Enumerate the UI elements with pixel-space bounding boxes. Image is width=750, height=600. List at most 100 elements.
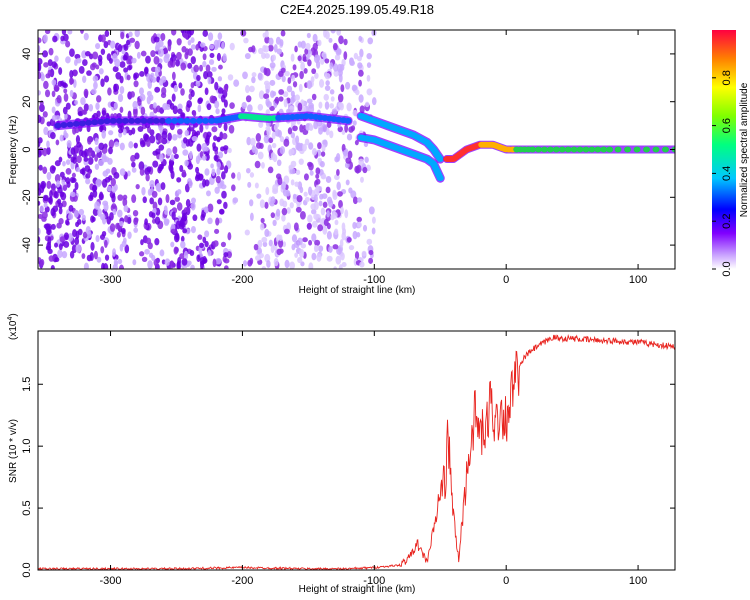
spectrogram-noise-dot: [352, 221, 357, 230]
spectrogram-noise-dot: [249, 257, 254, 265]
spectrogram-noise-dot: [47, 197, 53, 204]
spectrogram-noise-dot: [42, 147, 48, 157]
spectrogram-noise-dot: [119, 168, 126, 176]
spectrogram-noise-dot: [58, 243, 63, 251]
spectrogram-noise-dot: [38, 236, 41, 244]
colorbar-label: Normalized spectral amplitude: [739, 82, 750, 217]
spectrogram-noise-dot: [38, 149, 42, 158]
spectrogram-noise-dot: [300, 61, 306, 71]
spectrogram-noise-dot: [357, 62, 363, 69]
spectrogram-noise-dot: [219, 131, 224, 141]
spectrogram-noise-dot: [233, 79, 240, 87]
spectrogram-noise-dot: [154, 66, 161, 73]
spectrogram-noise-dot: [134, 40, 140, 50]
spectrogram-noise-dot: [281, 207, 288, 216]
spectrogram-noise-dot: [205, 64, 211, 73]
spectrogram-noise-dot: [132, 100, 138, 110]
spectrogram-noise-dot: [329, 103, 335, 109]
spectrogram-noise-dot: [124, 244, 130, 254]
spectrogram-trace-point: [85, 119, 93, 126]
spectrogram-noise-dot: [311, 208, 317, 215]
spectrogram-noise-dot: [120, 227, 126, 234]
spectrogram-noise-dot: [57, 249, 63, 259]
spectrogram-noise-dot: [78, 149, 84, 157]
spectrogram-noise-dot: [318, 101, 323, 109]
spectrogram-noise-dot: [287, 127, 293, 135]
snr-x-tick-label: -200: [231, 575, 253, 587]
spectrogram-noise-dot: [328, 37, 333, 43]
spectrogram-noise-dot: [174, 196, 180, 202]
spectrogram-noise-dot: [223, 201, 228, 210]
spectrogram-noise-dot: [62, 82, 68, 89]
spectrogram-noise-dot: [338, 264, 343, 269]
spectrogram-noise-dot: [295, 169, 301, 176]
spectrogram-noise-dot: [126, 64, 132, 71]
spectrogram-noise-dot: [79, 30, 84, 34]
spectrogram-noise-dot: [157, 197, 163, 206]
spectrogram-noise-dot: [97, 54, 103, 63]
spectrogram-trace-point: [643, 146, 651, 153]
spectrogram-noise-dot: [108, 139, 115, 149]
spectrogram-noise-dot: [136, 51, 141, 59]
spectrogram-noise-dot: [247, 181, 252, 188]
spectrogram-noise-dot: [144, 248, 150, 255]
spectrogram-noise-dot: [111, 186, 117, 193]
spectrogram-noise-dot: [281, 214, 286, 222]
spectrogram-noise-dot: [196, 143, 202, 152]
spectrogram-noise-dot: [199, 242, 204, 249]
spectrogram-noise-dot: [119, 106, 124, 113]
spectrogram-noise-dot: [190, 56, 196, 65]
spectrogram-noise-dot: [101, 178, 108, 188]
spectrogram-noise-dot: [63, 232, 70, 240]
spectrogram-noise-dot: [329, 62, 334, 70]
spectrogram-noise-dot: [139, 87, 144, 95]
spectrogram-noise-dot: [332, 42, 338, 51]
spectrogram-noise-dot: [42, 111, 48, 118]
spectrogram-noise-dot: [265, 186, 270, 196]
spectrogram-noise-dot: [244, 52, 251, 60]
spectrogram-noise-dot: [223, 265, 229, 269]
spectrogram-noise-dot: [341, 129, 346, 136]
spectrogram-noise-dot: [354, 140, 359, 146]
spectrogram-noise-dot: [48, 47, 54, 56]
spectrogram-noise-dot: [51, 79, 57, 86]
spectrogram-noise-dot: [279, 136, 285, 143]
spectrogram-noise-dot: [162, 103, 168, 111]
spectrogram-noise-dot: [314, 72, 319, 79]
spectrogram-noise-dot: [296, 142, 303, 152]
spectrogram-noise-dot: [59, 171, 65, 178]
spectrogram-noise-dot: [212, 240, 219, 247]
spectrogram-noise-dot: [358, 69, 364, 77]
spectrogram-noise-dot: [351, 84, 358, 92]
spectrogram-noise-dot: [160, 182, 166, 190]
spectrogram-noise-dot: [43, 62, 49, 68]
spectrogram-noise-dot: [176, 177, 182, 183]
spectrogram-noise-dot: [59, 236, 66, 243]
spectrogram-noise-dot: [320, 151, 326, 157]
spectrogram-noise-dot: [173, 84, 179, 93]
spectrogram-noise-dot: [46, 146, 51, 155]
spectrogram-noise-dot: [201, 142, 208, 152]
spectrogram-noise-dot: [300, 261, 305, 267]
spectrogram-noise-dot: [297, 41, 303, 48]
spectrogram-trace-point: [624, 146, 632, 153]
spectrogram-noise-dot: [63, 113, 68, 120]
spectrogram-noise-dot: [183, 137, 188, 144]
spectrogram-noise-dot: [113, 102, 118, 110]
spectrogram-noise-dot: [100, 246, 105, 254]
spectrogram-noise-dot: [294, 94, 300, 101]
spectrogram-noise-dot: [220, 94, 226, 103]
spectrogram-noise-dot: [213, 135, 218, 141]
spectrogram-noise-dot: [214, 100, 220, 109]
spectrogram-noise-dot: [306, 80, 313, 89]
spectrogram-trace-point: [208, 117, 216, 124]
spectrogram-noise-dot: [305, 42, 311, 50]
spectrogram-noise-dot: [160, 75, 167, 83]
spectrogram-noise-dot: [307, 186, 313, 196]
spectrogram-noise-dot: [86, 70, 92, 76]
spectrogram-noise-dot: [229, 42, 235, 51]
spectrogram-noise-dot: [332, 191, 338, 201]
spectrogram-noise-dot: [269, 79, 276, 86]
spectrogram-noise-dot: [63, 132, 69, 139]
spectrogram-noise-dot: [229, 102, 235, 109]
